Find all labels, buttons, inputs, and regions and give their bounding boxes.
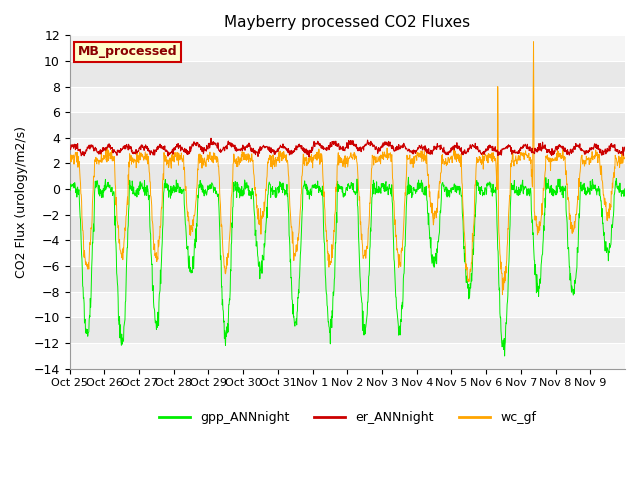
Bar — [70, 240, 625, 266]
Title: Mayberry processed CO2 Fluxes: Mayberry processed CO2 Fluxes — [224, 15, 470, 30]
Y-axis label: CO2 Flux (urology/m2/s): CO2 Flux (urology/m2/s) — [15, 126, 28, 278]
Bar — [70, 138, 625, 164]
Bar — [70, 343, 625, 369]
Bar — [70, 189, 625, 215]
Text: MB_processed: MB_processed — [78, 45, 178, 59]
Bar — [70, 36, 625, 61]
Legend: gpp_ANNnight, er_ANNnight, wc_gf: gpp_ANNnight, er_ANNnight, wc_gf — [154, 406, 541, 429]
Bar — [70, 292, 625, 317]
Bar — [70, 86, 625, 112]
